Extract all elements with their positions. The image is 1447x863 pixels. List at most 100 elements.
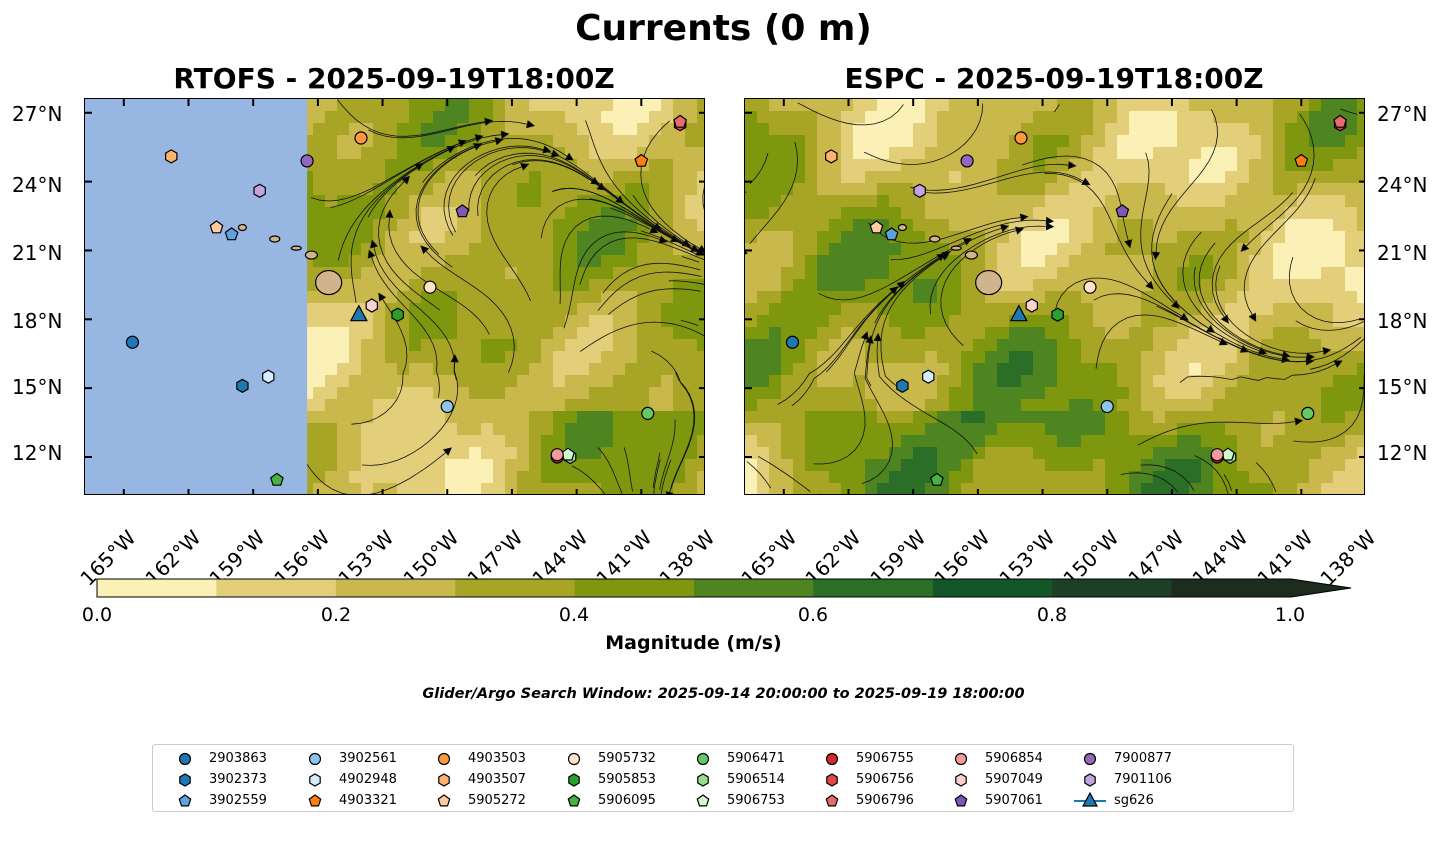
lat-label-right: 15°N: [1377, 375, 1428, 399]
streamline-arrow: [814, 493, 824, 494]
colorbar-tick: 0.6: [797, 604, 829, 626]
streamline-arrow: [401, 175, 411, 185]
platform-marker-4903507: [824, 149, 838, 164]
platform-marker-5907049: [1025, 298, 1038, 313]
colorbar-bin: [1052, 579, 1173, 597]
streamline-arrow: [1019, 213, 1029, 222]
colorbar-bin: [694, 579, 814, 597]
island: [269, 235, 281, 243]
espc-map-panel[interactable]: [744, 98, 1365, 495]
legend-label: 3902559: [209, 793, 267, 808]
platform-marker-5905272: [869, 220, 884, 234]
platform-markers: [785, 114, 1348, 486]
colorbar-bin: [216, 579, 337, 597]
streamline: [813, 338, 866, 465]
streamline-arrow: [564, 152, 574, 161]
legend-marker: [697, 773, 709, 787]
streamline: [563, 231, 661, 329]
legend-label: 4902948: [339, 772, 397, 787]
legend-marker: [178, 794, 192, 807]
legend-marker: [826, 773, 838, 787]
platform-markers: [125, 114, 688, 486]
streamline: [1295, 320, 1364, 331]
streamline: [610, 207, 700, 254]
legend-label: 5907061: [985, 793, 1043, 808]
platform-marker-5906854: [1210, 448, 1224, 462]
legend-marker: [178, 752, 192, 766]
lat-label-right: 24°N: [1377, 173, 1428, 197]
streamline-arrow: [1322, 347, 1332, 356]
lat-label-right: 21°N: [1377, 241, 1428, 265]
streamline: [540, 198, 673, 239]
island: [315, 269, 343, 296]
platform-marker-5905732: [1083, 280, 1097, 294]
platform-marker-5905272: [209, 220, 224, 234]
legend-label: 5906514: [727, 772, 785, 787]
colorbar-tick: 0.4: [558, 604, 590, 626]
legend-label: 4903503: [468, 751, 526, 766]
streamline-arrow: [665, 490, 674, 494]
streamline: [864, 103, 984, 165]
streamline: [306, 452, 447, 494]
streamline-arrow: [896, 280, 906, 290]
streamline: [929, 225, 1047, 315]
streamline: [880, 256, 943, 389]
streamline: [757, 455, 811, 492]
streamline: [1198, 242, 1284, 356]
legend-label: 5905853: [598, 772, 656, 787]
streamline-arrow: [457, 139, 468, 148]
streamline: [1120, 472, 1178, 493]
legend-label: 5905732: [598, 751, 656, 766]
streamline: [1179, 363, 1336, 383]
legend-label: 7900877: [1114, 751, 1172, 766]
streamline: [1095, 314, 1221, 369]
platform-marker-7901106: [253, 183, 266, 198]
streamline-arrow: [1151, 251, 1161, 261]
streamline: [351, 298, 408, 425]
colorbar-bin: [455, 579, 576, 597]
streamline-arrow: [1220, 314, 1229, 324]
platform-marker-5906796: [1333, 114, 1348, 128]
streamline: [1310, 338, 1364, 370]
colorbar-label: Magnitude (m/s): [605, 632, 782, 654]
streamline: [1215, 265, 1324, 354]
platform-marker-3902559: [224, 227, 239, 241]
legend-label: 5906753: [727, 793, 785, 808]
streamline: [1243, 178, 1316, 316]
lat-label-right: 18°N: [1377, 309, 1428, 333]
streamline: [1044, 172, 1149, 285]
streamline: [443, 145, 544, 236]
streamline-arrow: [1240, 243, 1250, 252]
streamline: [670, 372, 696, 490]
platform-marker-5905732: [423, 280, 437, 294]
platform-marker-3902559: [884, 227, 899, 241]
streamline: [1211, 192, 1294, 318]
legend-marker: [309, 773, 321, 787]
streamline: [350, 166, 418, 303]
streamline: [579, 237, 704, 285]
streamline: [623, 447, 633, 492]
streamline: [417, 140, 497, 255]
streamline: [337, 99, 486, 137]
streamline: [681, 256, 700, 263]
streamline: [702, 186, 704, 211]
streamline: [910, 163, 1069, 191]
streamline-arrow: [494, 137, 504, 146]
legend-label: 5906471: [727, 751, 785, 766]
legend-label: 5906095: [598, 793, 656, 808]
legend-marker: [696, 752, 710, 766]
legend-label: 7901106: [1114, 772, 1172, 787]
platform-marker-5906471: [641, 406, 655, 420]
island: [290, 245, 302, 251]
colorbar-bin: [932, 579, 1053, 597]
streamline: [367, 134, 502, 218]
legend-label: 5906854: [985, 751, 1043, 766]
rtofs-map-canvas: [85, 99, 704, 494]
platform-marker-2903863: [125, 335, 140, 349]
legend-label: 5905272: [468, 793, 526, 808]
platform-marker-5905853: [1051, 307, 1064, 322]
legend: 2903863 3902373 3902559 3902561 4902948 49033…: [152, 744, 1294, 812]
legend-marker: [567, 794, 581, 807]
rtofs-map-panel[interactable]: [84, 98, 705, 495]
legend-marker: [954, 794, 968, 807]
